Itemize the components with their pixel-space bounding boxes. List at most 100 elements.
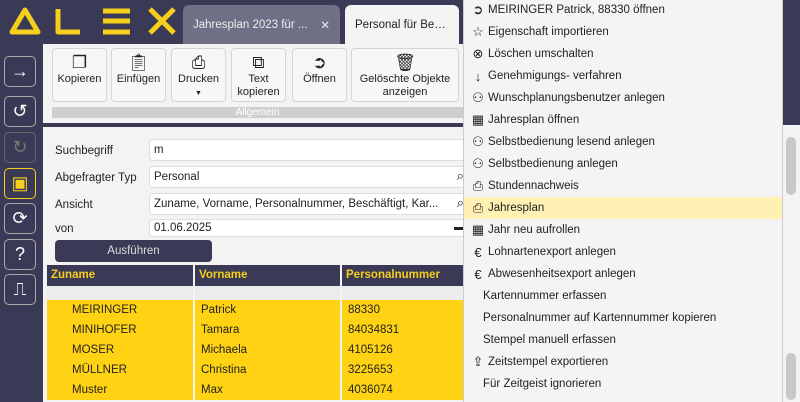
calendar-icon[interactable]: ▬ xyxy=(454,222,464,233)
menu-item-label: Abwesenheitsexport anlegen xyxy=(488,268,636,280)
menu-item[interactable]: ⊗ Löschen umschalten xyxy=(464,43,782,65)
table-row[interactable]: MEIRINGER Patrick 88330 xyxy=(47,300,463,320)
menu-item[interactable]: ⎙ Jahresplan xyxy=(464,197,782,219)
table-row[interactable]: Muster Max 4036074 xyxy=(47,380,463,400)
text-copy-button[interactable]: ⧉ Text kopieren xyxy=(231,48,286,102)
type-value: Personal xyxy=(154,171,200,183)
menu-item[interactable]: ⚇ Selbstbedienung anlegen xyxy=(464,153,782,175)
scrollbar[interactable] xyxy=(786,353,796,400)
menu-item-label: MEIRINGER Patrick, 88330 öffnen xyxy=(488,4,665,16)
copy-button[interactable]: ❐ Kopieren xyxy=(52,48,107,102)
table-cell: 4036074 xyxy=(342,380,463,400)
menu-item[interactable]: ⚇ Wunschplanungsbenutzer anlegen xyxy=(464,87,782,109)
view-input[interactable]: Zuname, Vorname, Personalnummer, Beschäf… xyxy=(149,193,469,215)
menu-item-label: Jahresplan öffnen xyxy=(488,114,580,126)
text-copy-icon: ⧉ xyxy=(252,53,265,72)
column-header-zuname[interactable]: Zuname xyxy=(47,265,193,286)
chevron-down-icon: ▼ xyxy=(195,90,202,97)
from-date-input[interactable]: 01.06.2025 ▬ xyxy=(149,219,469,237)
column-header-vorname[interactable]: Vorname xyxy=(195,265,340,286)
menu-item[interactable]: ➲ MEIRINGER Patrick, 88330 öffnen xyxy=(464,0,782,21)
group-label: Allgemein xyxy=(52,107,463,118)
alex-logo xyxy=(9,7,176,35)
menu-item-label: Selbstbedienung lesend anlegen xyxy=(488,136,655,148)
help-icon[interactable]: ? xyxy=(4,239,36,270)
button-label: Kopieren xyxy=(57,73,102,85)
circle-x-icon: ⊗ xyxy=(472,46,484,61)
table-row[interactable]: MÜLLNER Christina 3225653 xyxy=(47,360,463,380)
menu-item[interactable]: Personalnummer auf Kartennummer kopieren xyxy=(464,307,782,329)
printer-icon: ⎙ xyxy=(472,200,484,215)
trash-icon: 🗑︎ xyxy=(394,53,416,72)
header-background xyxy=(783,0,800,125)
view-label: Ansicht xyxy=(55,199,93,211)
filter-cell[interactable] xyxy=(195,286,340,300)
tab-jahresplan[interactable]: Jahresplan 2023 für ... ✕ xyxy=(183,5,340,44)
close-icon[interactable]: ✕ xyxy=(320,19,330,32)
button-label: Drucken xyxy=(178,73,219,85)
button-label: Text kopieren xyxy=(237,73,280,98)
run-button[interactable]: Ausführen xyxy=(55,240,212,262)
menu-item-label: Zeitstempel exportieren xyxy=(488,356,609,368)
search-input[interactable]: m xyxy=(149,139,469,161)
menu-item[interactable]: Für Zeitgeist ignorieren xyxy=(464,373,782,395)
table-cell: Tamara xyxy=(195,320,340,340)
search-value: m xyxy=(154,144,164,156)
menu-item[interactable]: Stempel manuell erfassen xyxy=(464,329,782,351)
menu-item[interactable]: ☆ Eigenschaft importieren xyxy=(464,21,782,43)
search-icon[interactable]: ⌕ xyxy=(456,168,464,183)
table-cell: MINIHOFER xyxy=(47,320,193,340)
table-cell: 4105126 xyxy=(342,340,463,360)
undo-icon[interactable]: ↺ xyxy=(4,96,36,127)
euro-icon: € xyxy=(474,266,482,282)
arrow-right-icon[interactable]: → xyxy=(4,56,36,87)
menu-item[interactable]: ▦ Jahr neu aufrollen xyxy=(464,219,782,241)
menu-item[interactable]: ▦ Jahresplan öffnen xyxy=(464,109,782,131)
menu-item[interactable]: € Lohnartenexport anlegen xyxy=(464,241,782,263)
redo-icon[interactable]: ↻ xyxy=(4,132,36,163)
print-button[interactable]: ⎙ Drucken ▼ xyxy=(171,48,226,102)
euro-icon: € xyxy=(474,244,482,260)
filter-cell[interactable] xyxy=(47,286,193,300)
menu-item[interactable]: ↓ Genehmigungs- verfahren xyxy=(464,65,782,87)
arrow-down-icon: ↓ xyxy=(474,68,482,84)
table-row[interactable]: MOSER Michaela 4105126 xyxy=(47,340,463,360)
refresh-icon[interactable]: ⟳ xyxy=(4,203,36,234)
sidebar: → ↺ ↻ ▣ ⟳ ? ⎍ xyxy=(0,44,43,402)
table-cell: 88330 xyxy=(342,300,463,320)
save-icon[interactable]: ▣ xyxy=(4,168,36,199)
tab-label: Personal für Beschäf... xyxy=(355,18,449,31)
menu-item[interactable]: Kartennummer erfassen xyxy=(464,285,782,307)
menu-item[interactable]: € Abwesenheitsexport anlegen xyxy=(464,263,782,285)
menu-item-label: Lohnartenexport anlegen xyxy=(488,246,616,258)
printer-icon: ⎙ xyxy=(472,178,484,193)
tab-personal[interactable]: Personal für Beschäf... xyxy=(345,5,459,44)
show-deleted-button[interactable]: 🗑︎ Gelöschte Objekte anzeigen xyxy=(351,48,459,102)
exit-door-icon[interactable]: ⎍ xyxy=(4,274,36,305)
type-input[interactable]: Personal ⌕ xyxy=(149,166,469,188)
tab-label: Jahresplan 2023 für ... xyxy=(193,18,308,31)
open-icon: ➲ xyxy=(312,53,327,72)
printer-icon: ⎙ xyxy=(191,53,206,72)
filter-cell[interactable] xyxy=(342,286,463,300)
menu-item-label: Kartennummer erfassen xyxy=(483,290,607,302)
menu-item-label: Genehmigungs- verfahren xyxy=(488,70,622,82)
column-header-personalnummer[interactable]: Personalnummer xyxy=(342,265,463,286)
menu-item[interactable]: ⎙ Stundennachweis xyxy=(464,175,782,197)
calendar-play-icon: ▦ xyxy=(471,222,485,237)
main-panel: ❐ Kopieren 📋︎ Einfügen ⎙ Drucken ▼ ⧉ Text kop… xyxy=(43,44,469,402)
search-icon[interactable]: ⌕ xyxy=(456,195,464,210)
table-row[interactable]: MINIHOFER Tamara 84034831 xyxy=(47,320,463,340)
paste-button[interactable]: 📋︎ Einfügen xyxy=(111,48,166,102)
menu-item[interactable]: ⚇ Selbstbedienung lesend anlegen xyxy=(464,131,782,153)
table-cell: MÜLLNER xyxy=(47,360,193,380)
button-label: Gelöschte Objekte anzeigen xyxy=(359,73,451,98)
menu-item-label: Jahr neu aufrollen xyxy=(488,224,581,236)
copy-icon: ❐ xyxy=(71,53,88,72)
scrollbar[interactable] xyxy=(786,137,796,195)
button-label: Öffnen xyxy=(303,73,336,85)
open-button[interactable]: ➲ Öffnen xyxy=(292,48,347,102)
menu-item-label: Jahresplan xyxy=(488,202,545,214)
menu-item[interactable]: ⇪ Zeitstempel exportieren xyxy=(464,351,782,373)
table-cell: Michaela xyxy=(195,340,340,360)
